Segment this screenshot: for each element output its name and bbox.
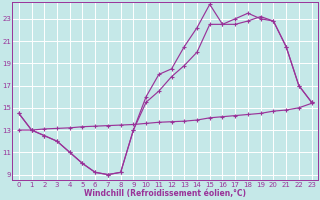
X-axis label: Windchill (Refroidissement éolien,°C): Windchill (Refroidissement éolien,°C)	[84, 189, 246, 198]
